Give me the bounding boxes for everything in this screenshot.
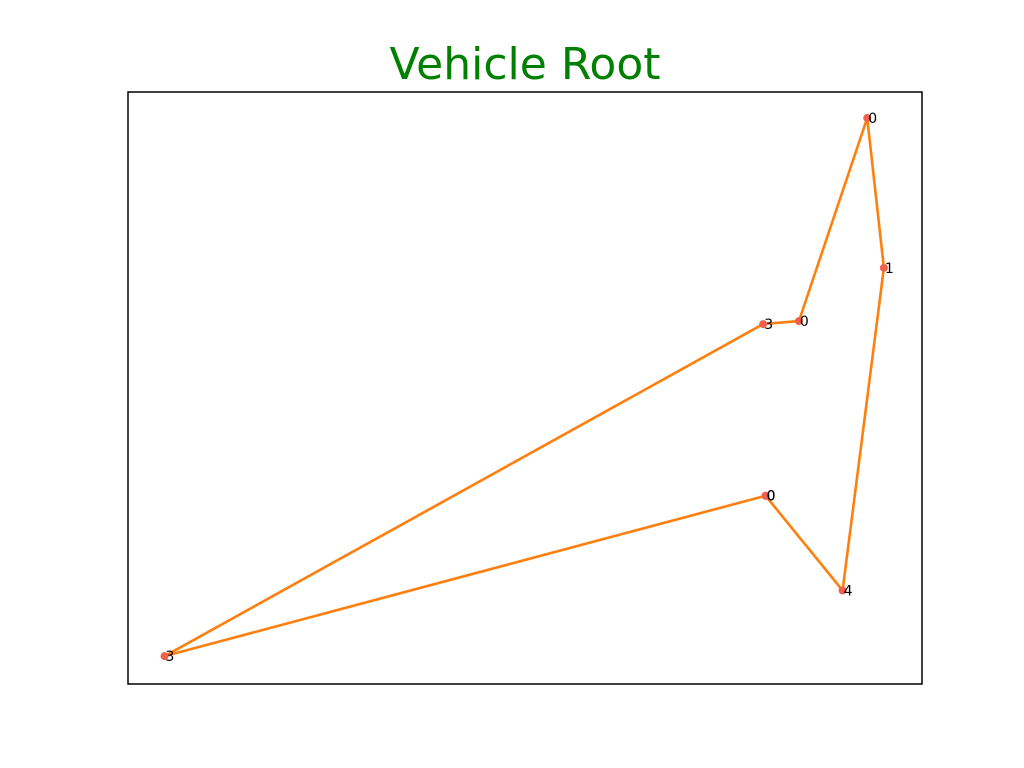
route-layer <box>163 116 886 658</box>
route-segment <box>865 116 886 270</box>
node-label: 0 <box>767 489 776 505</box>
node-label: 1 <box>885 261 894 277</box>
node-label: 0 <box>767 489 776 505</box>
route-node <box>838 586 847 595</box>
route-node <box>761 491 770 500</box>
node-label: 3 <box>166 649 175 665</box>
route-segment <box>841 266 886 592</box>
route-node <box>879 263 888 272</box>
chart-title: Vehicle Root <box>389 39 660 90</box>
route-segment <box>797 116 869 323</box>
node-label: 0 <box>868 111 877 127</box>
route-node <box>160 652 169 661</box>
route-node <box>759 320 768 329</box>
route-segment <box>761 319 801 326</box>
route-segment <box>163 494 767 658</box>
node-layer <box>160 114 888 661</box>
node-label: 4 <box>844 583 853 599</box>
route-node <box>863 114 872 123</box>
plot-frame <box>127 91 923 685</box>
route-node <box>794 317 803 326</box>
route-segment <box>764 494 844 592</box>
route-segment <box>163 322 765 658</box>
node-label: 3 <box>764 317 773 333</box>
node-label: 0 <box>800 314 809 330</box>
